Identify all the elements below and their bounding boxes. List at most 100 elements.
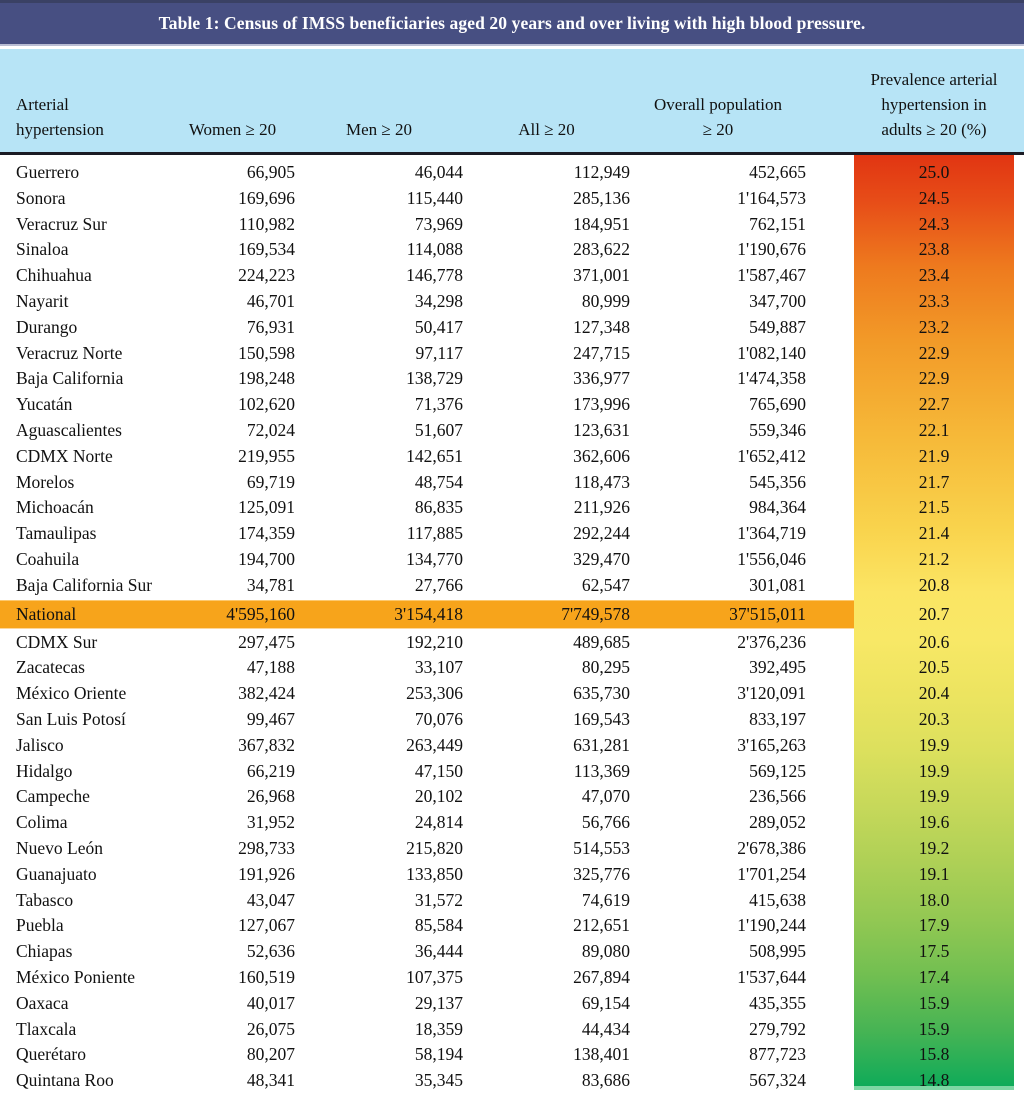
table-body: Guerrero 66,905 46,044 112,949 452,665 2… bbox=[0, 155, 1024, 1094]
header-overall: Overall population ≥ 20 bbox=[630, 92, 806, 142]
all-value-cell: 292,244 bbox=[573, 523, 630, 544]
table-row: Tlaxcala 26,075 18,359 44,434 279,792 15… bbox=[0, 1017, 1024, 1043]
column-gap bbox=[806, 315, 854, 341]
column-gap bbox=[806, 547, 854, 573]
overall-value-cell: 37'515,011 bbox=[729, 603, 806, 624]
men-value-cell: 46,044 bbox=[414, 162, 463, 182]
prevalence-value-cell: 19.9 bbox=[918, 734, 950, 755]
state-name-cell: Guanajuato bbox=[16, 863, 97, 884]
women-value-cell: 194,700 bbox=[238, 548, 295, 569]
all-value-cell: 89,080 bbox=[581, 941, 630, 962]
all-value-cell: 113,369 bbox=[573, 760, 630, 781]
table-row: Morelos 69,719 48,754 118,473 545,356 21… bbox=[0, 470, 1024, 496]
table-row: Aguascalientes 72,024 51,607 123,631 559… bbox=[0, 418, 1024, 444]
header-men: Men ≥ 20 bbox=[346, 120, 412, 139]
table-row: Zacatecas 47,188 33,107 80,295 392,495 2… bbox=[0, 655, 1024, 681]
men-value-cell: 58,194 bbox=[414, 1044, 463, 1065]
state-name-cell: Tamaulipas bbox=[16, 523, 97, 544]
women-value-cell: 160,519 bbox=[238, 966, 295, 987]
prevalence-value-cell: 19.9 bbox=[918, 760, 950, 781]
overall-value-cell: 508,995 bbox=[749, 941, 806, 962]
women-value-cell: 99,467 bbox=[246, 708, 295, 729]
overall-value-cell: 1'164,573 bbox=[737, 187, 806, 208]
women-value-cell: 76,931 bbox=[246, 316, 295, 337]
state-name-cell: México Poniente bbox=[16, 966, 136, 987]
women-value-cell: 125,091 bbox=[238, 497, 295, 518]
overall-value-cell: 236,566 bbox=[749, 786, 806, 807]
prevalence-value-cell: 24.5 bbox=[918, 187, 950, 208]
all-value-cell: 635,730 bbox=[573, 683, 630, 704]
state-name-cell: CDMX Norte bbox=[16, 445, 113, 466]
overall-value-cell: 301,081 bbox=[749, 574, 806, 595]
table-row: Baja California Sur 34,781 27,766 62,547… bbox=[0, 573, 1024, 599]
prevalence-value-cell: 21.9 bbox=[918, 445, 950, 466]
table-row: Tamaulipas 174,359 117,885 292,244 1'364… bbox=[0, 521, 1024, 547]
header-women: Women ≥ 20 bbox=[188, 120, 277, 139]
men-value-cell: 27,766 bbox=[414, 574, 463, 595]
column-gap bbox=[806, 495, 854, 521]
all-value-cell: 56,766 bbox=[581, 812, 630, 833]
all-value-cell: 123,631 bbox=[573, 419, 630, 440]
overall-value-cell: 2'678,386 bbox=[737, 837, 806, 858]
prevalence-value-cell: 15.9 bbox=[918, 992, 950, 1013]
men-value-cell: 97,117 bbox=[415, 342, 463, 363]
women-value-cell: 72,024 bbox=[246, 419, 295, 440]
prevalence-value-cell: 21.5 bbox=[918, 497, 950, 518]
column-gap bbox=[806, 888, 854, 914]
overall-value-cell: 1'587,467 bbox=[737, 265, 806, 286]
all-value-cell: 74,619 bbox=[581, 889, 630, 910]
table-title-bar: Table 1: Census of IMSS beneficiaries ag… bbox=[0, 0, 1024, 46]
women-value-cell: 26,968 bbox=[246, 786, 295, 807]
men-value-cell: 29,137 bbox=[414, 992, 463, 1013]
women-value-cell: 297,475 bbox=[238, 631, 295, 652]
state-name-cell: Coahuila bbox=[16, 548, 80, 569]
women-value-cell: 80,207 bbox=[246, 1044, 295, 1065]
column-gap bbox=[806, 600, 854, 629]
header-prevalence-line1: Prevalence arterial bbox=[870, 70, 998, 89]
table-row: Veracruz Sur 110,982 73,969 184,951 762,… bbox=[0, 212, 1024, 238]
prevalence-value-cell: 17.4 bbox=[918, 966, 950, 987]
women-value-cell: 127,067 bbox=[238, 915, 295, 936]
men-value-cell: 114,088 bbox=[406, 239, 463, 260]
state-name-cell: Veracruz Sur bbox=[16, 213, 107, 234]
women-value-cell: 34,781 bbox=[246, 574, 295, 595]
state-name-cell: Yucatán bbox=[16, 394, 73, 415]
all-value-cell: 285,136 bbox=[573, 187, 630, 208]
women-value-cell: 66,905 bbox=[246, 162, 295, 182]
women-value-cell: 43,047 bbox=[246, 889, 295, 910]
header-prevalence: Prevalence arterial hypertension in adul… bbox=[854, 67, 1014, 142]
column-gap bbox=[806, 965, 854, 991]
header-prevalence-line2: hypertension in bbox=[881, 95, 987, 114]
prevalence-value-cell: 21.7 bbox=[918, 471, 950, 492]
all-value-cell: 173,996 bbox=[573, 394, 630, 415]
all-value-cell: 631,281 bbox=[573, 734, 630, 755]
overall-value-cell: 279,792 bbox=[749, 1018, 806, 1039]
all-value-cell: 80,999 bbox=[581, 290, 630, 311]
men-value-cell: 138,729 bbox=[406, 368, 463, 389]
all-value-cell: 138,401 bbox=[573, 1044, 630, 1065]
prevalence-value-cell: 20.5 bbox=[918, 657, 950, 678]
all-value-cell: 325,776 bbox=[573, 863, 630, 884]
state-name-cell: Nuevo León bbox=[16, 837, 103, 858]
women-value-cell: 174,359 bbox=[238, 523, 295, 544]
table-row: Chihuahua 224,223 146,778 371,001 1'587,… bbox=[0, 263, 1024, 289]
column-gap bbox=[806, 759, 854, 785]
women-value-cell: 298,733 bbox=[238, 837, 295, 858]
table-row: Quintana Roo 48,341 35,345 83,686 567,32… bbox=[0, 1068, 1024, 1094]
all-value-cell: 362,606 bbox=[573, 445, 630, 466]
state-name-cell: Durango bbox=[16, 316, 78, 337]
men-value-cell: 85,584 bbox=[414, 915, 463, 936]
prevalence-value-cell: 17.9 bbox=[918, 915, 950, 936]
men-value-cell: 215,820 bbox=[406, 837, 463, 858]
prevalence-value-cell: 18.0 bbox=[918, 889, 950, 910]
prevalence-value-cell: 24.3 bbox=[918, 213, 950, 234]
men-value-cell: 133,850 bbox=[406, 863, 463, 884]
prevalence-value-cell: 19.9 bbox=[918, 786, 950, 807]
overall-value-cell: 1'190,244 bbox=[737, 915, 806, 936]
women-value-cell: 382,424 bbox=[238, 683, 295, 704]
men-value-cell: 24,814 bbox=[414, 812, 463, 833]
overall-value-cell: 392,495 bbox=[749, 657, 806, 678]
column-gap bbox=[806, 212, 854, 238]
header-prevalence-line3: adults ≥ 20 (%) bbox=[881, 120, 987, 139]
table-title: Table 1: Census of IMSS beneficiaries ag… bbox=[158, 13, 866, 33]
